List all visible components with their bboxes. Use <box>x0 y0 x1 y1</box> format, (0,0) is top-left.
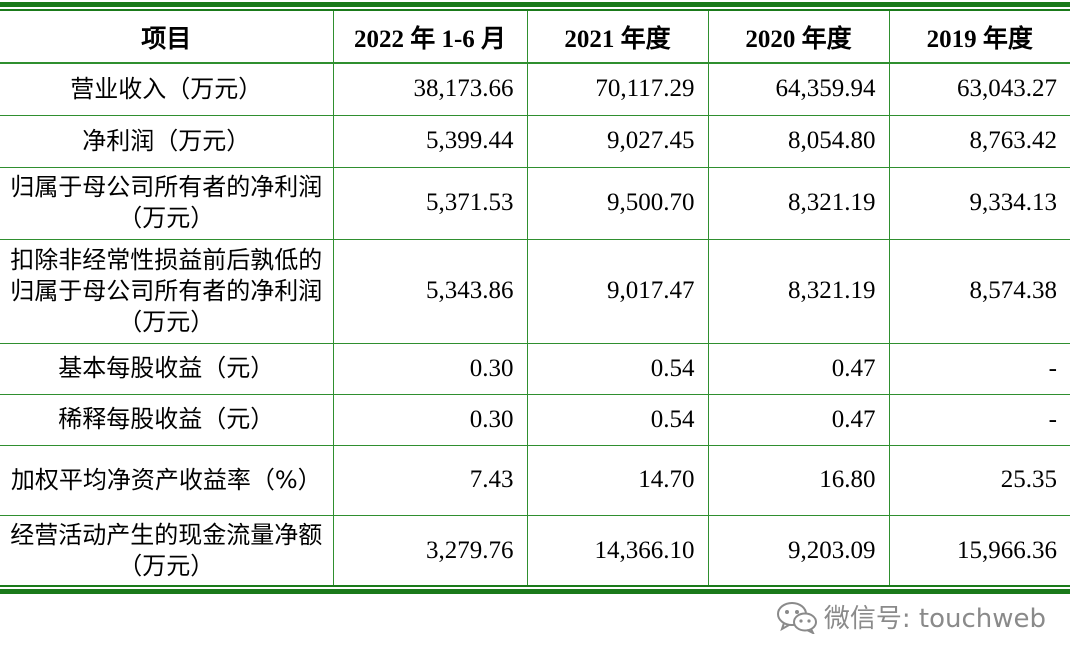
watermark: 微信号: touchweb <box>776 598 1046 635</box>
header-2020: 2020 年度 <box>707 11 889 64</box>
cell-value: 0.30 <box>332 343 527 395</box>
cell-value: 15,966.36 <box>888 515 1070 586</box>
cell-value: 9,500.70 <box>526 167 708 240</box>
wechat-icon <box>776 601 817 634</box>
financial-summary-table: 项目 2022 年 1-6 月 2021 年度 2020 年度 2019 年度 … <box>0 11 1070 586</box>
bottom-rule-thick <box>0 589 1070 594</box>
header-item: 项目 <box>0 11 333 64</box>
cell-value: - <box>888 394 1070 446</box>
row-label: 经营活动产生的现金流量净额（万元） <box>10 520 323 580</box>
bottom-rule-thin <box>0 585 1070 587</box>
cell-value: 70,117.29 <box>526 63 708 116</box>
cell-value: 0.54 <box>526 343 708 395</box>
row-label: 稀释每股收益（元） <box>0 394 333 446</box>
row-label: 加权平均净资产收益率（%） <box>0 445 333 516</box>
row-label: 扣除非经常性损益前后孰低的归属于母公司所有者的净利润（万元） <box>0 239 333 344</box>
header-2021: 2021 年度 <box>526 11 708 64</box>
row-label: 营业收入（万元） <box>0 63 333 116</box>
cell-value: 25.35 <box>888 445 1070 516</box>
cell-value: 9,027.45 <box>526 115 708 168</box>
row-label: 基本每股收益（元） <box>0 343 333 395</box>
table-row: 归属于母公司所有者的净利润（万元） 5,371.53 9,500.70 8,32… <box>0 167 1070 240</box>
cell-value: 8,321.19 <box>707 167 889 240</box>
cell-value: 8,321.19 <box>707 239 889 344</box>
cell-value: 7.43 <box>332 445 527 516</box>
table-row: 扣除非经常性损益前后孰低的归属于母公司所有者的净利润（万元） 5,343.86 … <box>0 239 1070 344</box>
table-row: 经营活动产生的现金流量净额（万元） 3,279.76 14,366.10 9,2… <box>0 515 1070 586</box>
cell-value: - <box>888 343 1070 395</box>
cell-value: 0.54 <box>526 394 708 446</box>
cell-value: 38,173.66 <box>332 63 527 116</box>
cell-value: 8,763.42 <box>888 115 1070 168</box>
table-row: 加权平均净资产收益率（%） 7.43 14.70 16.80 25.35 <box>0 445 1070 516</box>
header-2022h1: 2022 年 1-6 月 <box>332 11 527 64</box>
row-label: 归属于母公司所有者的净利润（万元） <box>0 167 333 240</box>
cell-value: 0.47 <box>707 343 889 395</box>
row-label: 净利润（万元） <box>0 115 333 168</box>
cell-value: 5,371.53 <box>332 167 527 240</box>
cell-value: 16.80 <box>707 445 889 516</box>
header-row: 项目 2022 年 1-6 月 2021 年度 2020 年度 2019 年度 <box>0 11 1070 64</box>
cell-value: 0.47 <box>707 394 889 446</box>
cell-value: 9,334.13 <box>888 167 1070 240</box>
cell-value: 8,574.38 <box>888 239 1070 344</box>
top-rule-thin <box>0 9 1070 11</box>
cell-value: 9,017.47 <box>526 239 708 344</box>
table-row: 净利润（万元） 5,399.44 9,027.45 8,054.80 8,763… <box>0 115 1070 168</box>
cell-value: 14,366.10 <box>526 515 708 586</box>
cell-value: 63,043.27 <box>888 63 1070 116</box>
table-row: 稀释每股收益（元） 0.30 0.54 0.47 - <box>0 394 1070 446</box>
table-row: 营业收入（万元） 38,173.66 70,117.29 64,359.94 6… <box>0 63 1070 116</box>
cell-value: 8,054.80 <box>707 115 889 168</box>
header-2019: 2019 年度 <box>888 11 1070 64</box>
cell-value: 64,359.94 <box>707 63 889 116</box>
watermark-text: 微信号: touchweb <box>823 604 1046 634</box>
cell-value: 0.30 <box>332 394 527 446</box>
cell-value: 14.70 <box>526 445 708 516</box>
cell-value: 9,203.09 <box>707 515 889 586</box>
table-row: 基本每股收益（元） 0.30 0.54 0.47 - <box>0 343 1070 395</box>
cell-value: 5,343.86 <box>332 239 527 344</box>
cell-value: 5,399.44 <box>332 115 527 168</box>
cell-value: 3,279.76 <box>332 515 527 586</box>
top-rule-thick <box>0 2 1070 7</box>
